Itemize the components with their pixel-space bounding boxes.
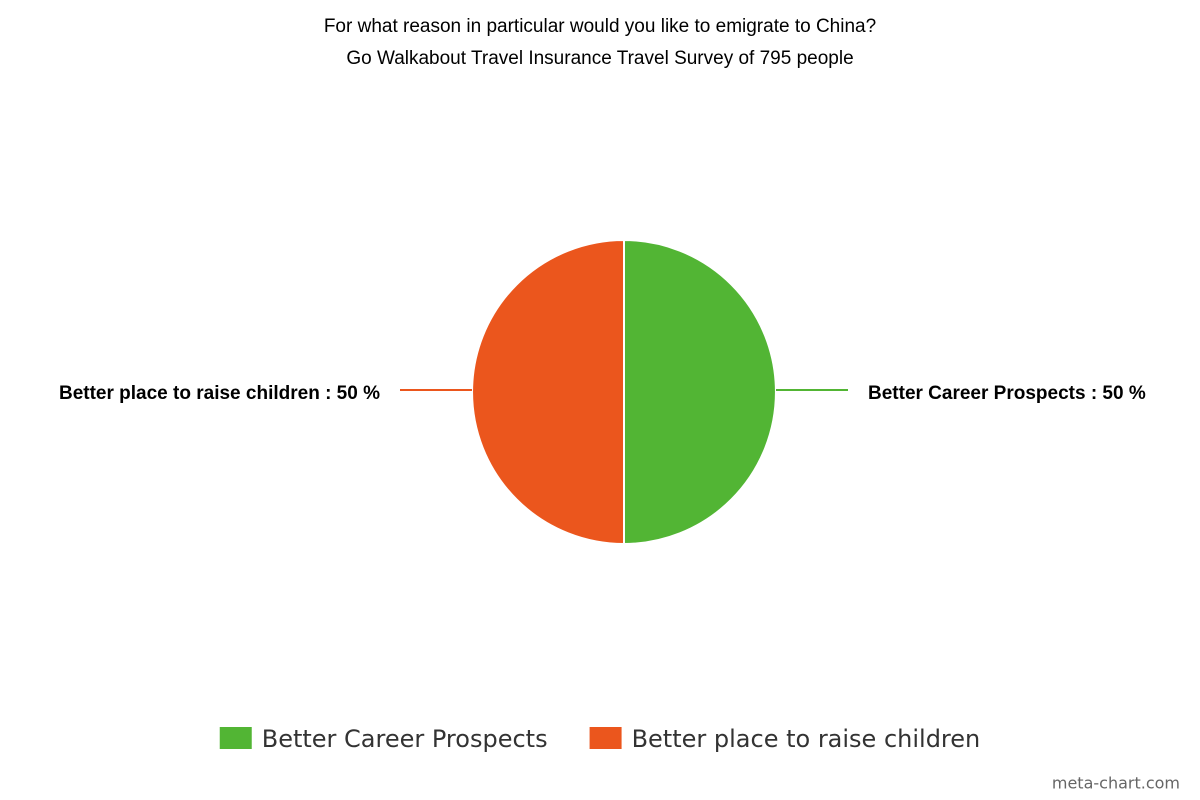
legend-swatch <box>219 727 252 749</box>
legend-label: Better place to raise children <box>632 725 981 753</box>
data-label: Better place to raise children : 50 % <box>59 383 380 404</box>
pie-slice <box>471 238 625 546</box>
chart-subtitle: Go Walkabout Travel Insurance Travel Sur… <box>346 48 853 69</box>
legend-swatch <box>589 727 622 749</box>
credit: meta-chart.com <box>1052 774 1180 793</box>
data-label: Better Career Prospects : 50 % <box>868 383 1146 404</box>
legend-label: Better Career Prospects <box>262 725 548 753</box>
chart-title: For what reason in particular would you … <box>324 16 876 37</box>
pie-slice <box>623 238 777 546</box>
